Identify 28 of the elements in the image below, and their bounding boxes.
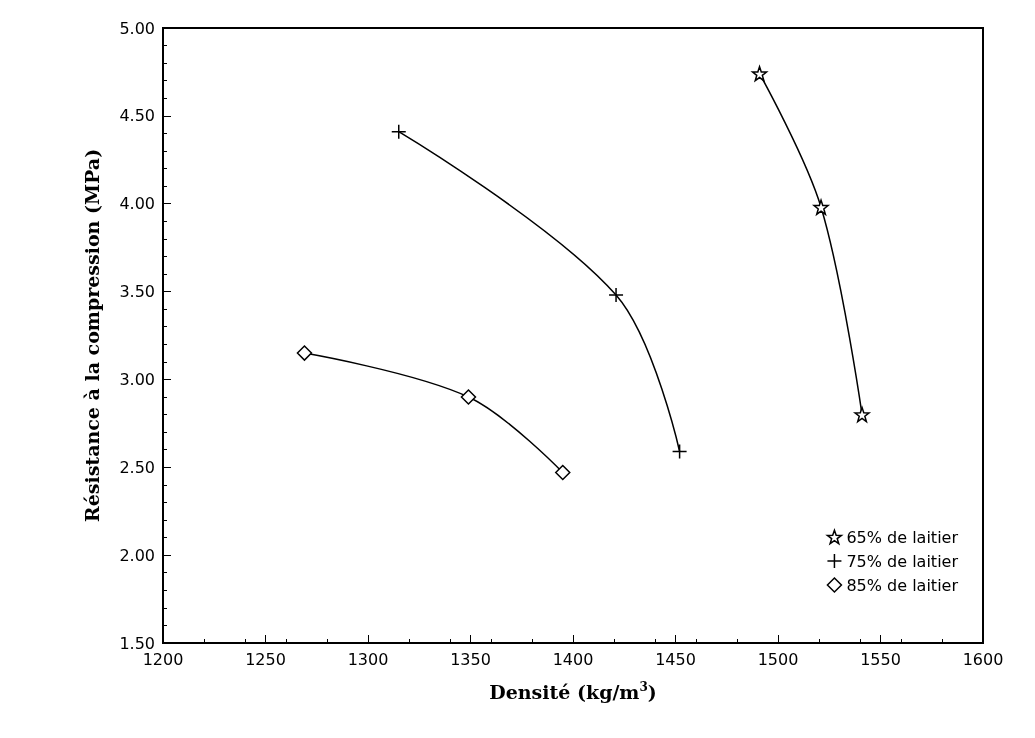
- x-tick-label: 1250: [245, 649, 286, 669]
- point: [813, 199, 829, 215]
- point: [608, 287, 624, 303]
- y-tick-label: 5.00: [119, 18, 155, 38]
- x-tick-label: 1300: [347, 649, 389, 669]
- point: [555, 464, 571, 481]
- y-tick-label: 3.50: [119, 282, 155, 302]
- point: [460, 389, 477, 405]
- point: [296, 345, 313, 361]
- y-axis-title: Résistance à la compression (MPa): [80, 148, 103, 523]
- x-tick-label: 1350: [450, 649, 491, 669]
- x-tick-label: 1400: [552, 649, 594, 669]
- y-tick-label: 2.50: [119, 457, 155, 477]
- x-tick-label: 1500: [757, 649, 799, 669]
- y-tick-label: 4.00: [119, 194, 155, 214]
- y-tick-label: 2.00: [119, 545, 155, 565]
- x-tick-label: 1550: [860, 649, 901, 669]
- point: [751, 65, 768, 82]
- point: [391, 123, 407, 140]
- x-tick-label: 1450: [655, 649, 696, 669]
- y-tick-label: 4.50: [119, 106, 155, 126]
- legend-label: 75% de laitier: [846, 551, 959, 571]
- point: [854, 406, 870, 423]
- x-tick-label: 1600: [962, 649, 1004, 669]
- legend-label: 85% de laitier: [846, 575, 959, 595]
- point: [671, 443, 688, 460]
- y-tick-label: 3.00: [119, 369, 155, 389]
- legend-label: 65% de laitier: [846, 527, 959, 547]
